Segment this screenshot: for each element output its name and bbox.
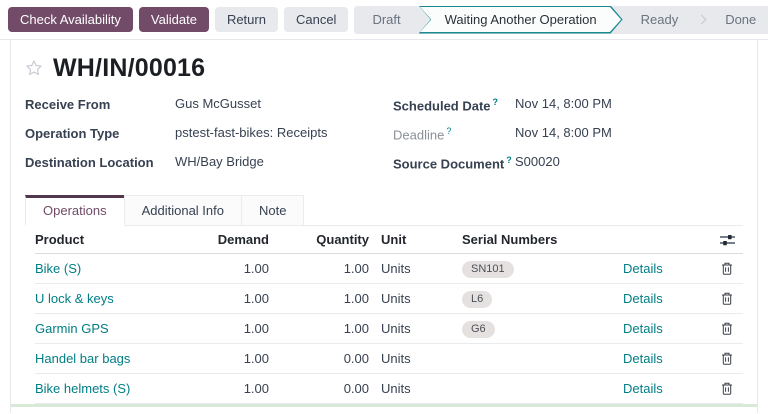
details-link[interactable]: Details	[623, 291, 663, 306]
field-group: Receive From Gus McGusset Operation Type…	[25, 96, 743, 183]
serial-number-pill[interactable]: L6	[462, 290, 493, 308]
operation-type-value[interactable]: pstest-fast-bikes: Receipts	[175, 125, 328, 140]
notebook-tabs: Operations Additional Info Note	[25, 195, 743, 226]
field-label: Receive From	[25, 97, 111, 112]
quantity-cell[interactable]: 1.00	[343, 261, 369, 276]
table-row[interactable]: Bike (S) 1.00 1.00 Units SN101 Details	[35, 254, 743, 284]
demand-cell[interactable]: 1.00	[243, 351, 269, 366]
validate-button[interactable]: Validate	[138, 7, 209, 32]
demand-cell[interactable]: 1.00	[243, 291, 269, 306]
serial-number-pill[interactable]: SN101	[462, 260, 514, 278]
unit-cell: Units	[381, 291, 411, 306]
trash-icon[interactable]	[715, 322, 743, 335]
field-label: Scheduled Date?	[393, 97, 499, 114]
product-link[interactable]: Garmin GPS	[35, 321, 109, 336]
scheduled-date-value[interactable]: Nov 14, 8:00 PM	[515, 96, 612, 111]
return-button[interactable]: Return	[214, 7, 278, 32]
table-header-row: Product Demand Quantity Unit Serial Numb…	[35, 226, 743, 254]
column-header-unit[interactable]: Unit	[381, 232, 407, 247]
field-label: Operation Type	[25, 126, 120, 141]
field-deadline: Deadline? Nov 14, 8:00 PM	[393, 125, 743, 154]
field-destination-location: Destination Location WH/Bay Bridge	[25, 154, 375, 183]
table-row[interactable]: Bike helmets (S) 1.00 0.00 Units Details	[35, 374, 743, 404]
demand-cell[interactable]: 1.00	[243, 261, 269, 276]
field-label: Deadline?	[393, 126, 452, 143]
column-header-quantity[interactable]: Quantity	[316, 232, 369, 247]
form-sheet: WH/IN/00016 Receive From Gus McGusset Op…	[10, 40, 758, 413]
column-header-product[interactable]: Product	[35, 232, 85, 247]
title-row: WH/IN/00016	[25, 52, 743, 84]
table-row[interactable]: Garmin GPS 1.00 1.00 Units G6 Details	[35, 314, 743, 344]
chevron-right-icon	[696, 14, 707, 25]
fields-left-column: Receive From Gus McGusset Operation Type…	[25, 96, 375, 183]
destination-location-value[interactable]: WH/Bay Bridge	[175, 154, 264, 169]
serial-number-pill[interactable]: G6	[462, 320, 495, 338]
table-row[interactable]: U lock & keys 1.00 1.00 Units L6 Details	[35, 284, 743, 314]
unit-cell: Units	[381, 321, 411, 336]
product-link[interactable]: Handel bar bags	[35, 351, 131, 366]
status-arrow-fill	[420, 7, 621, 32]
tab-note[interactable]: Note	[241, 195, 305, 225]
check-availability-button[interactable]: Check Availability	[8, 7, 133, 32]
favorite-star-icon[interactable]	[25, 59, 43, 77]
product-link[interactable]: U lock & keys	[35, 291, 114, 306]
quantity-cell[interactable]: 0.00	[343, 351, 369, 366]
product-link[interactable]: Bike helmets (S)	[35, 381, 131, 396]
column-header-demand[interactable]: Demand	[217, 232, 269, 247]
field-scheduled-date: Scheduled Date? Nov 14, 8:00 PM	[393, 96, 743, 125]
unit-cell: Units	[381, 351, 411, 366]
status-step-done[interactable]: Done	[725, 11, 757, 27]
cancel-button[interactable]: Cancel	[283, 7, 349, 32]
trash-icon[interactable]	[715, 262, 743, 275]
table-row[interactable]: Handel bar bags 1.00 0.00 Units Details	[35, 344, 743, 374]
control-bar: Check Availability Validate Return Cance…	[0, 0, 768, 40]
help-icon[interactable]: ?	[446, 126, 452, 136]
field-label: Source Document?	[393, 155, 512, 172]
tab-operations[interactable]: Operations	[25, 195, 125, 226]
optional-columns-sliders-icon[interactable]	[715, 234, 743, 246]
demand-cell[interactable]: 1.00	[243, 381, 269, 396]
details-link[interactable]: Details	[623, 381, 663, 396]
deadline-value[interactable]: Nov 14, 8:00 PM	[515, 125, 612, 140]
product-link[interactable]: Bike (S)	[35, 261, 82, 276]
trash-icon[interactable]	[715, 292, 743, 305]
quantity-cell[interactable]: 1.00	[343, 291, 369, 306]
quantity-cell[interactable]: 1.00	[343, 321, 369, 336]
source-document-value[interactable]: S00020	[515, 154, 560, 169]
help-icon[interactable]: ?	[492, 97, 499, 107]
record-title: WH/IN/00016	[53, 53, 206, 82]
column-header-serial-numbers[interactable]: Serial Numbers	[462, 232, 558, 247]
operations-table-body: Bike (S) 1.00 1.00 Units SN101 Details U…	[35, 254, 743, 404]
receive-from-value[interactable]: Gus McGusset	[175, 96, 261, 111]
demand-cell[interactable]: 1.00	[243, 321, 269, 336]
unit-cell: Units	[381, 381, 411, 396]
details-link[interactable]: Details	[623, 321, 663, 336]
operations-table: Product Demand Quantity Unit Serial Numb…	[11, 226, 757, 407]
unit-cell: Units	[381, 261, 411, 276]
field-receive-from: Receive From Gus McGusset	[25, 96, 375, 125]
status-step-label: Waiting Another Operation	[444, 12, 597, 27]
field-operation-type: Operation Type pstest-fast-bikes: Receip…	[25, 125, 375, 154]
trash-icon[interactable]	[715, 382, 743, 395]
status-step-waiting-active[interactable]: Waiting Another Operation	[419, 6, 623, 34]
field-source-document: Source Document? S00020	[393, 154, 743, 183]
fields-right-column: Scheduled Date? Nov 14, 8:00 PM Deadline…	[393, 96, 743, 183]
trash-icon[interactable]	[715, 352, 743, 365]
details-link[interactable]: Details	[623, 351, 663, 366]
next-row-highlight	[11, 404, 757, 407]
tab-additional-info[interactable]: Additional Info	[123, 195, 242, 225]
status-step-ready[interactable]: Ready	[640, 11, 679, 27]
field-label: Destination Location	[25, 155, 154, 170]
quantity-cell[interactable]: 0.00	[343, 381, 369, 396]
status-bar: Draft Waiting Another Operation Ready Do…	[354, 5, 768, 34]
details-link[interactable]: Details	[623, 261, 663, 276]
help-icon[interactable]: ?	[506, 155, 512, 165]
status-step-draft[interactable]: Draft	[372, 11, 401, 27]
